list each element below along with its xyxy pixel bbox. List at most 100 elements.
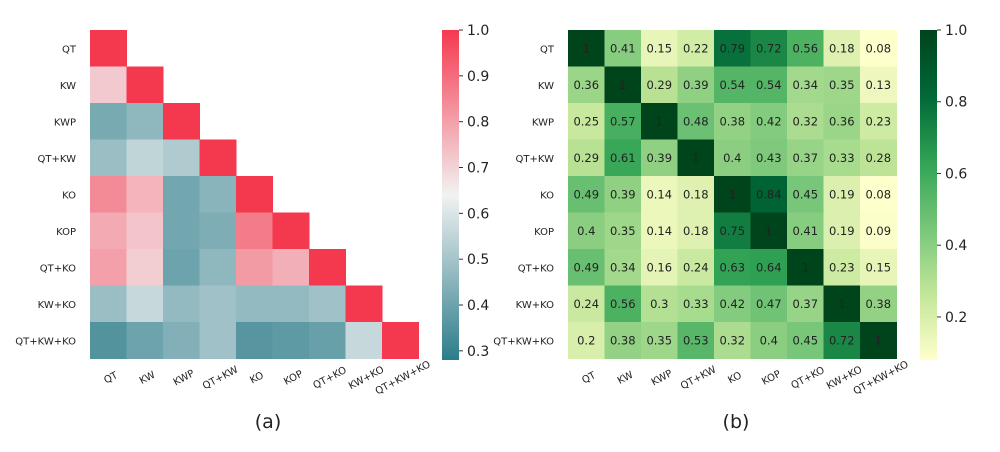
cell-value-label: 1 — [765, 224, 772, 238]
panel-caption: (b) — [723, 411, 750, 433]
heatmap-cell — [90, 249, 127, 286]
heatmap-cell — [126, 212, 164, 250]
heatmap-cell — [677, 176, 715, 213]
x-tick-label: QT — [580, 370, 598, 387]
heatmap-cell — [714, 103, 751, 140]
heatmap-cell — [714, 66, 751, 104]
heatmap-cell — [823, 249, 861, 286]
colorbar-tick-label: 0.3 — [467, 344, 489, 360]
heatmap-cell — [641, 103, 678, 140]
heatmap-cell — [787, 30, 824, 67]
panel-caption: (a) — [255, 411, 281, 433]
x-tick-label: QT+KW+KO — [374, 359, 433, 397]
y-tick-label: QT+KO — [40, 263, 76, 274]
heatmap-cell — [199, 322, 237, 359]
heatmap-cell — [860, 66, 897, 104]
cell-value-label: 1 — [875, 333, 882, 347]
x-tick-label: QT — [102, 370, 120, 387]
cell-value-label: 0.18 — [683, 224, 709, 238]
heatmap-cell — [126, 249, 164, 286]
cell-value-label: 0.18 — [829, 41, 855, 55]
cell-value-label: 0.57 — [610, 114, 636, 128]
heatmap-cell — [568, 30, 605, 67]
heatmap-cell — [641, 30, 678, 67]
colorbar-tick-label: 0.6 — [467, 206, 489, 222]
heatmap-cell — [382, 322, 419, 359]
heatmap-cell — [823, 139, 861, 177]
y-tick-label: QT+KW+KO — [493, 336, 554, 347]
cell-value-label: 0.53 — [683, 333, 709, 347]
cell-value-label: 0.54 — [719, 78, 745, 92]
cell-value-label: 0.19 — [829, 187, 855, 201]
heatmap-cell — [604, 103, 642, 140]
heatmap-cell — [750, 66, 788, 104]
heatmap-cell — [641, 285, 678, 323]
heatmap-cell — [604, 30, 642, 67]
x-tick-label: KO — [726, 370, 744, 386]
x-tick-label: KO — [248, 370, 266, 386]
cell-value-label: 0.13 — [865, 78, 891, 92]
heatmap-cell — [714, 212, 751, 250]
cell-value-label: 0.64 — [756, 260, 782, 274]
heatmap-cell — [236, 212, 273, 250]
heatmap-cell — [568, 285, 605, 323]
heatmap-cell — [823, 66, 861, 104]
y-tick-label: KO — [540, 190, 554, 201]
heatmap-cell — [236, 176, 273, 213]
heatmap-cell — [750, 176, 788, 213]
colorbar-tick-label: 0.6 — [945, 166, 967, 182]
heatmap-cell — [787, 249, 824, 286]
cell-value-label: 0.25 — [573, 114, 599, 128]
cell-value-label: 0.43 — [756, 151, 782, 165]
cell-value-label: 0.41 — [792, 224, 818, 238]
cell-value-label: 0.3 — [650, 297, 668, 311]
heatmap-cell — [860, 212, 897, 250]
colorbar-tick-label: 0.8 — [945, 95, 967, 111]
heatmap-cell — [199, 139, 237, 177]
colorbar-tick-label: 0.9 — [467, 69, 489, 85]
heatmap-cell — [787, 322, 824, 359]
cell-value-label: 0.39 — [646, 151, 672, 165]
heatmap-cell — [677, 66, 715, 104]
heatmap-cell — [677, 30, 715, 67]
heatmap-cell — [750, 30, 788, 67]
cell-value-label: 0.54 — [756, 78, 782, 92]
heatmap-cell — [641, 249, 678, 286]
heatmap-cell — [163, 212, 200, 250]
heatmap-cell — [750, 103, 788, 140]
colorbar-tick-label: 0.7 — [467, 161, 489, 177]
cell-value-label: 1 — [802, 260, 809, 274]
heatmap-cell — [604, 285, 642, 323]
cell-value-label: 1 — [619, 78, 626, 92]
cell-value-label: 0.24 — [683, 260, 709, 274]
cell-value-label: 0.2 — [577, 333, 595, 347]
heatmap-cell — [677, 139, 715, 177]
cell-value-label: 0.41 — [610, 41, 636, 55]
x-tick-label: KW — [138, 370, 157, 387]
heatmap-cell — [750, 322, 788, 359]
cell-value-label: 1 — [656, 114, 663, 128]
x-tick-label: KWP — [650, 368, 675, 388]
cell-value-label: 0.84 — [756, 187, 782, 201]
y-tick-label: KW+KO — [516, 300, 554, 311]
cell-value-label: 0.16 — [646, 260, 672, 274]
cell-value-label: 0.24 — [573, 297, 599, 311]
cell-value-label: 0.49 — [573, 260, 599, 274]
heatmap-cell — [163, 285, 200, 323]
heatmap-cell — [823, 285, 861, 323]
x-tick-label: KW — [616, 370, 635, 387]
colorbar-tick-label: 0.2 — [945, 310, 967, 326]
heatmap-cell — [604, 322, 642, 359]
x-tick-label: QT+KO — [789, 365, 826, 392]
cell-value-label: 1 — [729, 187, 736, 201]
x-tick-label: QT+KO — [311, 365, 348, 392]
cell-value-label: 0.79 — [719, 41, 745, 55]
heatmap-cell — [568, 139, 605, 177]
heatmap-cell — [90, 66, 127, 104]
heatmap-cell — [860, 285, 897, 323]
x-tick-label: KOP — [760, 369, 783, 388]
y-tick-label: KW — [60, 81, 76, 92]
heatmap-cell — [604, 249, 642, 286]
cell-value-label: 0.35 — [829, 78, 855, 92]
cell-value-label: 0.49 — [573, 187, 599, 201]
